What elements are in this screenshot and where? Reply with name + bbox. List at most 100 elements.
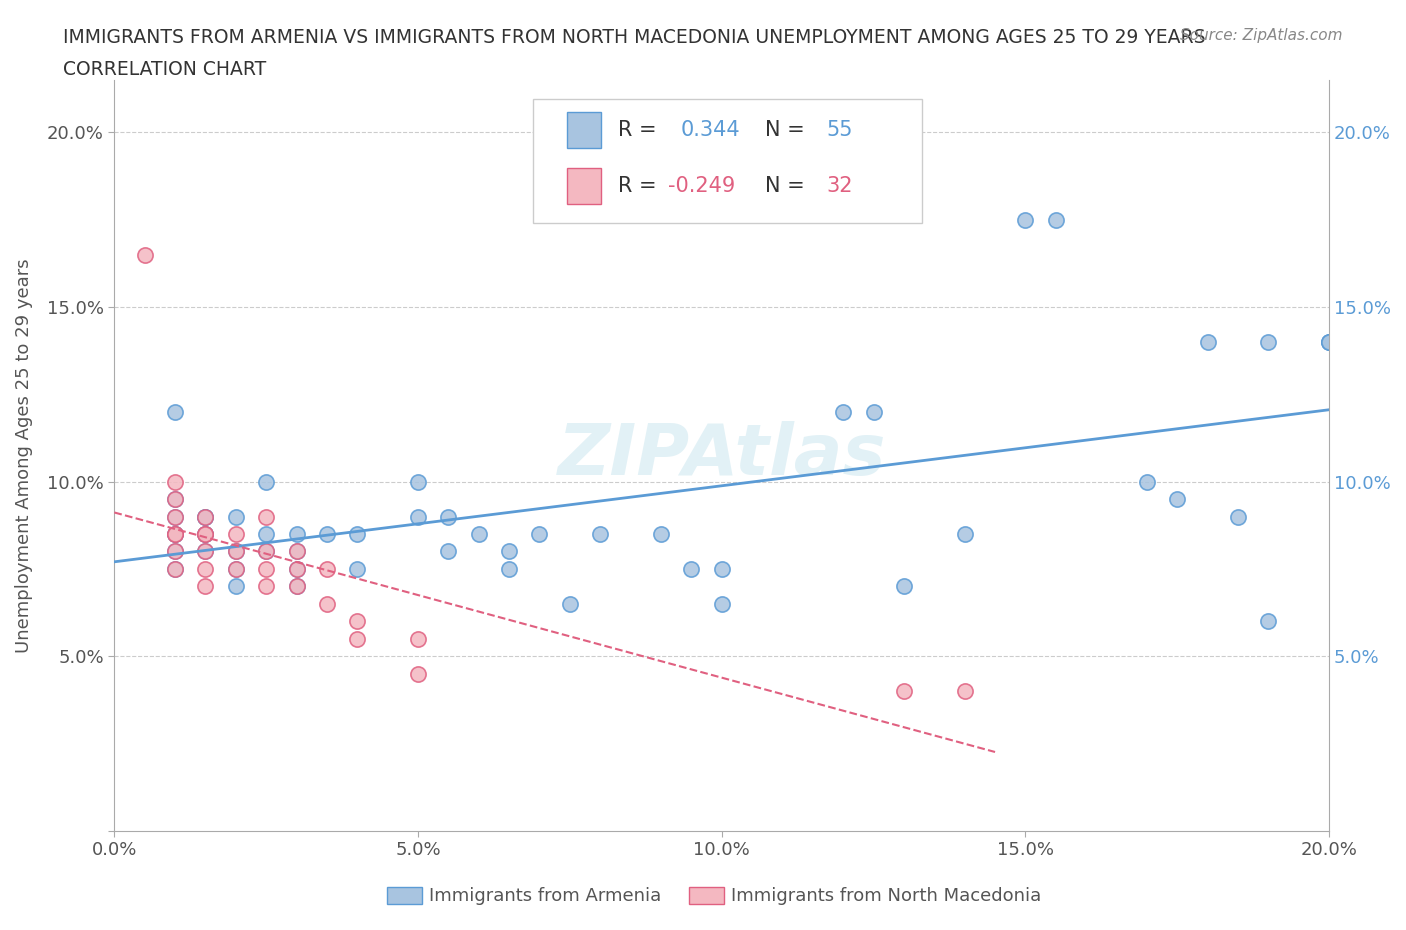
Point — [225, 562, 247, 577]
Point — [498, 562, 520, 577]
Point — [1317, 335, 1340, 350]
Point — [254, 544, 277, 559]
Text: ZIPAtlas: ZIPAtlas — [557, 421, 886, 490]
Point — [194, 526, 217, 541]
Point — [862, 405, 884, 419]
Point — [1227, 509, 1250, 524]
Text: CORRELATION CHART: CORRELATION CHART — [63, 60, 267, 79]
Point — [893, 579, 915, 594]
Point — [285, 579, 308, 594]
Point — [254, 562, 277, 577]
Point — [194, 509, 217, 524]
Point — [165, 474, 187, 489]
Text: IMMIGRANTS FROM ARMENIA VS IMMIGRANTS FROM NORTH MACEDONIA UNEMPLOYMENT AMONG AG: IMMIGRANTS FROM ARMENIA VS IMMIGRANTS FR… — [63, 28, 1206, 46]
Point — [406, 474, 429, 489]
Point — [346, 631, 368, 646]
Point — [346, 614, 368, 629]
Point — [165, 509, 187, 524]
Text: R =: R = — [619, 120, 664, 140]
FancyBboxPatch shape — [533, 99, 922, 222]
Point — [1317, 335, 1340, 350]
Point — [165, 526, 187, 541]
Point — [225, 526, 247, 541]
Point — [953, 684, 976, 698]
Point — [165, 544, 187, 559]
Point — [254, 474, 277, 489]
Point — [1257, 614, 1279, 629]
Point — [285, 544, 308, 559]
Point — [194, 526, 217, 541]
Text: 32: 32 — [827, 176, 852, 196]
Point — [165, 405, 187, 419]
Point — [1045, 212, 1067, 227]
Text: Immigrants from North Macedonia: Immigrants from North Macedonia — [731, 886, 1042, 905]
Point — [285, 526, 308, 541]
Point — [285, 544, 308, 559]
Point — [194, 509, 217, 524]
Point — [165, 492, 187, 507]
Point — [225, 562, 247, 577]
Point — [406, 509, 429, 524]
Point — [134, 247, 156, 262]
Point — [225, 544, 247, 559]
Point — [194, 579, 217, 594]
Point — [710, 562, 733, 577]
Point — [194, 544, 217, 559]
Point — [316, 596, 339, 611]
Point — [165, 526, 187, 541]
Bar — [568, 168, 602, 204]
Point — [254, 509, 277, 524]
Text: 0.344: 0.344 — [681, 120, 740, 140]
Point — [346, 526, 368, 541]
Point — [1317, 335, 1340, 350]
Point — [953, 526, 976, 541]
Point — [346, 562, 368, 577]
Point — [437, 509, 460, 524]
Point — [1257, 335, 1279, 350]
Point — [285, 562, 308, 577]
Point — [1014, 212, 1036, 227]
Text: R =: R = — [619, 176, 664, 196]
Point — [468, 526, 491, 541]
Point — [165, 562, 187, 577]
Point — [194, 544, 217, 559]
Point — [285, 562, 308, 577]
Text: -0.249: -0.249 — [668, 176, 735, 196]
Point — [316, 526, 339, 541]
Point — [498, 544, 520, 559]
Point — [194, 526, 217, 541]
Point — [194, 562, 217, 577]
Text: Immigrants from Armenia: Immigrants from Armenia — [429, 886, 661, 905]
Point — [165, 526, 187, 541]
Text: N =: N = — [765, 120, 811, 140]
Point — [437, 544, 460, 559]
Point — [165, 492, 187, 507]
Point — [832, 405, 855, 419]
Point — [710, 596, 733, 611]
Point — [650, 526, 672, 541]
Point — [558, 596, 581, 611]
Point — [254, 544, 277, 559]
Point — [893, 684, 915, 698]
Point — [165, 509, 187, 524]
Point — [225, 509, 247, 524]
Point — [194, 526, 217, 541]
Point — [225, 544, 247, 559]
Point — [589, 526, 612, 541]
Point — [165, 544, 187, 559]
Text: 55: 55 — [827, 120, 852, 140]
Point — [681, 562, 703, 577]
Text: N =: N = — [765, 176, 811, 196]
Point — [225, 579, 247, 594]
Bar — [568, 112, 602, 148]
Point — [1166, 492, 1188, 507]
Point — [1136, 474, 1159, 489]
Point — [406, 631, 429, 646]
Point — [194, 509, 217, 524]
Point — [254, 526, 277, 541]
Point — [1197, 335, 1219, 350]
Point — [316, 562, 339, 577]
Point — [254, 579, 277, 594]
Point — [165, 526, 187, 541]
Y-axis label: Unemployment Among Ages 25 to 29 years: Unemployment Among Ages 25 to 29 years — [15, 259, 32, 653]
